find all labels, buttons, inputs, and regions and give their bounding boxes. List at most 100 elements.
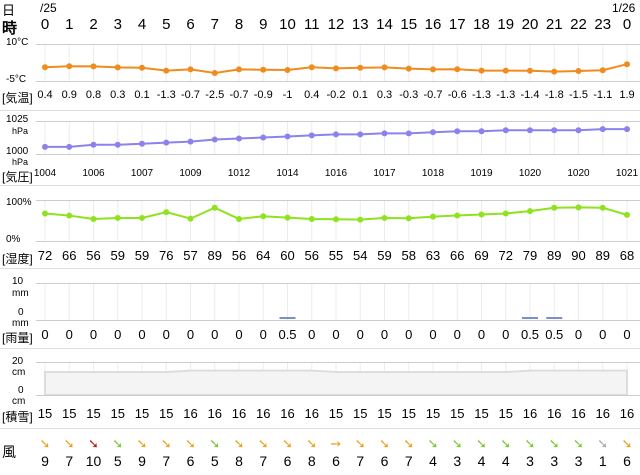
temperature-value: -1.4	[520, 89, 540, 101]
temperature-point	[454, 66, 461, 73]
pressure-point	[114, 141, 121, 148]
humidity-value: 69	[474, 248, 489, 263]
snow-value: 16	[619, 406, 635, 421]
wind-speed-value: 8	[307, 453, 316, 469]
pressure-point	[599, 126, 606, 133]
precip-value: 0	[574, 327, 583, 342]
precip-value: 0	[332, 327, 340, 342]
temperature-point	[551, 68, 558, 75]
humidity-value: 59	[110, 248, 125, 263]
snow-axis-top: 20	[12, 356, 24, 367]
snow-label: [積雪]	[2, 410, 33, 424]
hour-cell: 4	[137, 16, 147, 33]
humidity-point	[430, 213, 436, 220]
wind-speed-value: 5	[113, 453, 122, 469]
hour-cell: 7	[210, 16, 219, 33]
pressure-point	[90, 141, 97, 148]
hour-cell: 9	[259, 16, 268, 33]
pressure-point	[42, 143, 48, 150]
wind-arrow-icon: ➘	[427, 436, 439, 451]
precip-bar	[279, 317, 296, 319]
precip-value: 0.5	[545, 327, 564, 342]
humidity-value: 72	[498, 248, 513, 263]
humidity-value: 89	[207, 248, 222, 263]
hour-cell: 12	[327, 16, 345, 33]
temperature-point	[90, 63, 97, 70]
wind-arrow-icon: ➘	[233, 436, 245, 451]
humidity-value: 72	[37, 248, 53, 263]
snow-axis-top-unit: cm	[12, 367, 26, 378]
hour-cell: 8	[234, 16, 244, 33]
hour-cell: 2	[89, 16, 98, 33]
wind-speed-value: 8	[235, 453, 243, 469]
temperature-value: -0.7	[229, 89, 249, 101]
humidity-value: 76	[159, 248, 174, 263]
temperature-point	[381, 64, 388, 71]
hour-cell: 11	[303, 16, 320, 33]
snow-area	[44, 369, 628, 395]
humidity-value: 60	[280, 248, 295, 263]
pres-axis-bottom: 1000	[6, 146, 29, 157]
humidity-value: 64	[256, 248, 271, 263]
wind-arrow-icon: ➘	[573, 436, 584, 451]
snow-value: 15	[110, 406, 125, 421]
humidity-point	[624, 211, 630, 218]
humidity-point	[599, 204, 606, 211]
temperature-point	[114, 64, 121, 71]
temperature-point	[333, 65, 339, 72]
pressure-value: 1012	[227, 168, 251, 179]
hour-cell: 16	[424, 16, 442, 33]
wind-arrow-icon: ➘	[451, 436, 463, 451]
temperature-value: -0.6	[447, 89, 467, 101]
temperature-point	[624, 61, 630, 68]
wind-speed-value: 3	[574, 453, 583, 469]
wind-arrow-icon: ➘	[63, 436, 75, 451]
wind-speed-value: 9	[41, 453, 49, 469]
pressure-value: 1019	[470, 168, 493, 179]
humidity-value: 90	[571, 248, 586, 263]
temperature-label: [気温]	[2, 91, 33, 105]
wind-speed-value: 7	[356, 453, 365, 469]
humidity-point	[527, 208, 533, 215]
humidity-point	[381, 214, 388, 221]
snow-value: 16	[595, 406, 610, 421]
pressure-point	[308, 132, 315, 139]
temperature-point	[187, 66, 194, 73]
precip-panel	[36, 283, 640, 321]
snow-value: 16	[207, 406, 222, 421]
humidity-point	[284, 214, 291, 221]
precip-value: 0	[477, 327, 486, 342]
snow-value: 15	[37, 406, 53, 421]
temperature-point	[308, 64, 315, 71]
precip-value: 0	[89, 327, 98, 342]
wind-speed-value: 3	[526, 453, 534, 469]
pressure-label: [気圧]	[2, 170, 33, 184]
temperature-point	[42, 64, 48, 71]
precip-value: 0	[453, 327, 461, 342]
wind-speed-value: 7	[404, 453, 413, 469]
snow-value: 15	[425, 406, 441, 421]
pressure-point	[211, 136, 218, 143]
wind-speed-value: 10	[85, 453, 102, 469]
humidity-value: 89	[595, 248, 610, 263]
pressure-point	[478, 128, 485, 135]
precip-bar	[522, 317, 538, 319]
temperature-point	[357, 64, 364, 71]
humidity-point	[405, 215, 412, 222]
snow-value: 16	[183, 406, 198, 421]
precip-axis-bottom-unit: mm	[12, 318, 29, 329]
humidity-value: 68	[619, 248, 635, 263]
hour-cell: 21	[545, 16, 563, 33]
humidity-point	[478, 211, 485, 218]
precip-axis-bottom: 0	[18, 307, 24, 318]
wind-arrow-icon: ➘	[88, 436, 99, 451]
wind-speed-value: 1	[598, 453, 607, 469]
pressure-point	[381, 130, 388, 137]
wind-speed-value: 6	[283, 453, 292, 469]
pressure-value: 1020	[567, 168, 590, 179]
temp-axis-top: 10°C	[6, 37, 29, 48]
pressure-point	[163, 139, 170, 146]
pressure-point	[357, 131, 364, 138]
pres-axis-top-unit: hPa	[12, 126, 29, 136]
temperature-value: 0.9	[61, 89, 77, 101]
